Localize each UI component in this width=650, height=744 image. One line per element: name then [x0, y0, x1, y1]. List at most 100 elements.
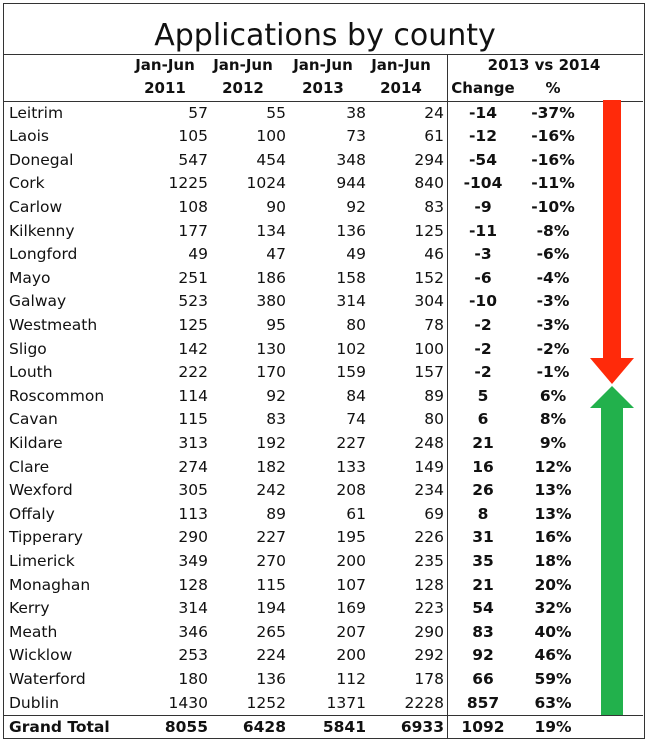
county-cell: Dublin [9, 693, 60, 712]
value-2014-cell: 149 [414, 457, 444, 476]
value-2013-cell: 169 [336, 599, 366, 618]
pct-change-cell: 13% [534, 481, 572, 500]
value-2013-cell: 208 [336, 481, 366, 500]
header-2012: Jan-Jun 2012 [210, 55, 276, 98]
table-row: Mayo 251 186 158 152 -6 -4% [4, 267, 646, 291]
pct-change-cell: -3% [536, 315, 570, 334]
change-cell: -6 [474, 268, 492, 287]
pct-change-cell: -11% [531, 174, 575, 193]
value-2011-cell: 523 [178, 292, 208, 311]
change-cell: 857 [466, 693, 500, 712]
table-row: Donegal 547 454 348 294 -54 -16% [4, 149, 646, 173]
table-row: Laois 105 100 73 61 -12 -16% [4, 125, 646, 149]
table-row: Wicklow 253 224 200 292 92 46% [4, 644, 646, 668]
value-2012-cell: 186 [256, 268, 286, 287]
value-2012-cell: 115 [256, 575, 286, 594]
value-2011-cell: 346 [178, 622, 208, 641]
value-2011-cell: 108 [178, 197, 208, 216]
header-2013-line1: Jan-Jun [293, 56, 353, 74]
pct-change-cell: -6% [536, 245, 570, 264]
pct-change-cell: 46% [534, 646, 572, 665]
value-2012-cell: 170 [256, 363, 286, 382]
value-2012-cell: 95 [266, 315, 286, 334]
county-cell: Kerry [9, 599, 50, 618]
county-cell: Wexford [9, 481, 73, 500]
value-2011-cell: 49 [188, 245, 208, 264]
change-cell: -12 [468, 127, 497, 146]
header-2011-line2: 2011 [144, 79, 186, 97]
value-2013-cell: 80 [346, 315, 366, 334]
value-2011-cell: 349 [178, 551, 208, 570]
table-row: Roscommon 114 92 84 89 5 6% [4, 385, 646, 409]
value-2014-cell: 89 [424, 386, 444, 405]
table-row: Kildare 313 192 227 248 21 9% [4, 432, 646, 456]
table-row: Monaghan 128 115 107 128 21 20% [4, 574, 646, 598]
value-2012-cell: 224 [256, 646, 286, 665]
value-2012-cell: 227 [256, 528, 286, 547]
value-2012-cell: 380 [256, 292, 286, 311]
value-2012-cell: 1252 [246, 693, 286, 712]
change-cell: 31 [472, 528, 494, 547]
county-cell: Carlow [9, 197, 63, 216]
change-cell: -11 [468, 221, 497, 240]
change-cell: 66 [472, 669, 494, 688]
value-2013-cell: 102 [336, 339, 366, 358]
county-cell: Laois [9, 127, 49, 146]
value-2014-cell: 69 [424, 504, 444, 523]
value-2014-cell: 152 [414, 268, 444, 287]
header-2012-line1: Jan-Jun [213, 56, 273, 74]
value-2013-cell: 92 [346, 197, 366, 216]
value-2013-cell: 49 [346, 245, 366, 264]
value-2014-cell: 83 [424, 197, 444, 216]
table-row: Cavan 115 83 74 80 6 8% [4, 408, 646, 432]
county-cell: Meath [9, 622, 58, 641]
value-2011-cell: 57 [188, 103, 208, 122]
table-row: Cork 1225 1024 944 840 -104 -11% [4, 172, 646, 196]
table-row: Kerry 314 194 169 223 54 32% [4, 597, 646, 621]
county-cell: Limerick [9, 551, 75, 570]
county-cell: Kildare [9, 433, 63, 452]
table-row: Kilkenny 177 134 136 125 -11 -8% [4, 220, 646, 244]
change-cell: 16 [472, 457, 494, 476]
value-2013-cell: 133 [336, 457, 366, 476]
change-cell: -14 [468, 103, 497, 122]
change-cell: -2 [474, 339, 492, 358]
pct-change-cell: 16% [534, 528, 572, 547]
value-2014-cell: 78 [424, 315, 444, 334]
county-cell: Westmeath [9, 315, 98, 334]
county-cell: Leitrim [9, 103, 64, 122]
change-cell: 35 [472, 551, 494, 570]
value-2014-cell: 178 [414, 669, 444, 688]
table-row: Westmeath 125 95 80 78 -2 -3% [4, 314, 646, 338]
county-cell: Longford [9, 245, 78, 264]
change-cell: 26 [472, 481, 494, 500]
pct-change-cell: -3% [536, 292, 570, 311]
pct-change-cell: 40% [534, 622, 572, 641]
total-divider [4, 715, 643, 716]
value-2012-cell: 134 [256, 221, 286, 240]
value-2012-cell: 192 [256, 433, 286, 452]
value-2013-cell: 195 [336, 528, 366, 547]
county-cell: Offaly [9, 504, 55, 523]
pct-change-cell: 20% [534, 575, 572, 594]
value-2014-cell: 46 [424, 245, 444, 264]
change-cell: 54 [472, 599, 494, 618]
value-2014-cell: 100 [414, 339, 444, 358]
value-2013-cell: 112 [336, 669, 366, 688]
value-2014-cell: 157 [414, 363, 444, 382]
pct-change-cell: -2% [536, 339, 570, 358]
value-2012-cell: 182 [256, 457, 286, 476]
value-2013-cell: 207 [336, 622, 366, 641]
value-2014-cell: 128 [414, 575, 444, 594]
value-2011-cell: 113 [178, 504, 208, 523]
value-2013-cell: 159 [336, 363, 366, 382]
value-2011-cell: 114 [178, 386, 208, 405]
change-cell: 21 [472, 433, 494, 452]
value-2012-cell: 130 [256, 339, 286, 358]
table-row: Galway 523 380 314 304 -10 -3% [4, 290, 646, 314]
table-row: Meath 346 265 207 290 83 40% [4, 621, 646, 645]
value-2013-cell: 314 [336, 292, 366, 311]
pct-change-cell: -37% [531, 103, 575, 122]
total-2012: 6428 [242, 718, 286, 736]
county-cell: Donegal [9, 150, 74, 169]
